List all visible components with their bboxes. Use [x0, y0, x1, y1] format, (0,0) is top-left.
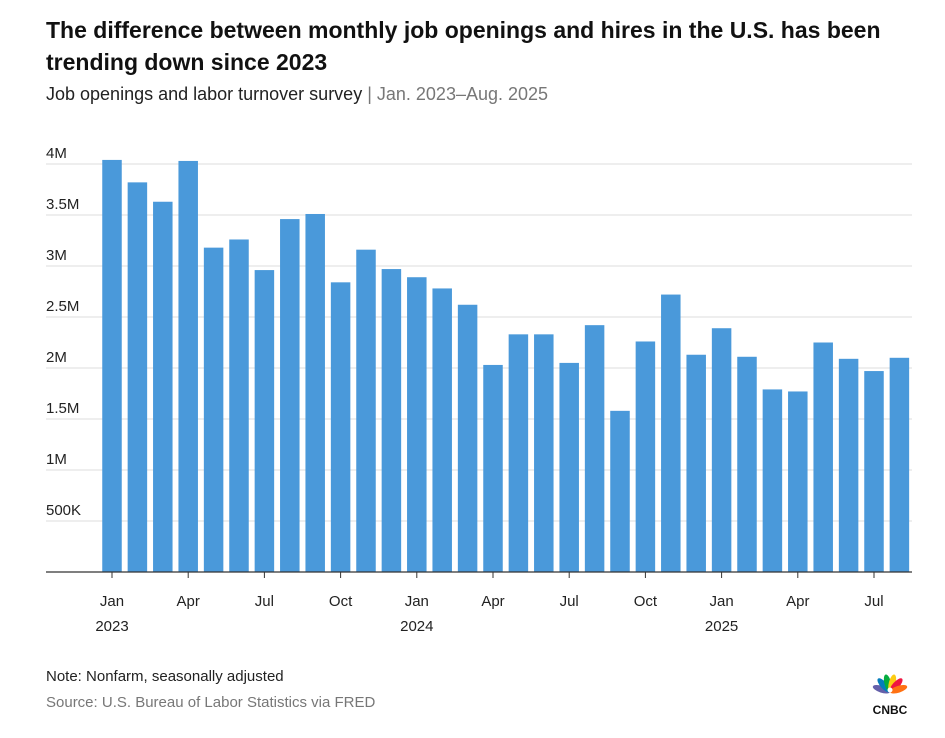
y-tick-label: 4M — [46, 145, 67, 162]
bar — [711, 328, 732, 572]
bar — [737, 356, 757, 572]
bar — [102, 159, 122, 573]
x-tick-label-month: Apr — [786, 593, 809, 610]
y-axis-tick-labels: 500K 1M 1.5M 2M 2.5M 3M 3.5M 4M — [46, 145, 81, 519]
y-tick-label: 1.5M — [46, 400, 79, 417]
cnbc-wordmark: CNBC — [873, 703, 908, 716]
x-tick-label-month: Apr — [481, 593, 504, 610]
x-tick-label-month: Jan — [100, 593, 124, 610]
x-tick-label-month: Oct — [634, 593, 658, 610]
subtitle-separator: | — [362, 84, 377, 104]
bar — [813, 342, 833, 572]
bar — [330, 282, 351, 572]
cnbc-logo: CNBC — [872, 674, 908, 716]
bar — [254, 270, 275, 572]
bar — [661, 294, 681, 572]
bar — [381, 269, 402, 572]
bar — [559, 362, 579, 572]
y-tick-label: 500K — [46, 502, 81, 519]
bar — [356, 249, 376, 572]
bar — [153, 201, 173, 573]
x-tick-label-month: Apr — [177, 593, 200, 610]
bar — [280, 219, 300, 572]
bar — [635, 341, 656, 572]
bar — [534, 334, 554, 572]
bar — [788, 391, 808, 572]
x-tick-label-month: Jul — [560, 593, 579, 610]
bar — [762, 389, 783, 572]
x-tick-label-month: Oct — [329, 593, 353, 610]
subtitle-date-range: Jan. 2023–Aug. 2025 — [376, 84, 549, 104]
x-axis: Jan 2023 Apr Jul Oct Jan 2024 Apr Jul Oct Jan 2025 A… — [46, 571, 912, 635]
bar — [508, 334, 529, 572]
bar — [838, 358, 859, 572]
peacock-icon — [872, 674, 908, 694]
bar — [203, 247, 224, 572]
chart-subtitle: Job openings and labor turnover survey |… — [46, 84, 548, 105]
chart-title: The difference between monthly job openi… — [46, 17, 881, 75]
bar — [483, 364, 503, 572]
bar — [686, 354, 706, 572]
bar — [178, 160, 198, 572]
subtitle-text: Job openings and labor turnover survey — [46, 84, 363, 104]
bars — [102, 159, 910, 573]
x-tick-label-month: Jul — [255, 593, 274, 610]
chart-source: Source: U.S. Bureau of Labor Statistics … — [46, 694, 376, 711]
bar — [305, 213, 325, 573]
x-tick-label-month: Jul — [864, 593, 883, 610]
bar — [457, 304, 478, 572]
bar — [584, 325, 605, 572]
y-tick-label: 1M — [46, 451, 67, 468]
x-tick-label-year: 2025 — [705, 618, 738, 635]
bar — [889, 357, 910, 572]
y-tick-label: 2M — [46, 349, 67, 366]
x-tick-label-month: Jan — [710, 593, 734, 610]
bar — [229, 239, 249, 573]
chart-note: Note: Nonfarm, seasonally adjusted — [46, 668, 284, 685]
x-tick-label-year: 2024 — [400, 618, 433, 635]
y-tick-label: 3.5M — [46, 196, 79, 213]
y-tick-label: 3M — [46, 247, 67, 264]
bar — [407, 277, 427, 572]
bar — [610, 410, 630, 572]
bar — [864, 371, 884, 572]
bar — [432, 288, 452, 572]
bar — [127, 182, 148, 573]
x-tick-label-month: Jan — [405, 593, 429, 610]
y-tick-label: 2.5M — [46, 298, 79, 315]
bar-chart: 500K 1M 1.5M 2M 2.5M 3M 3.5M 4M Jan 2023 Apr Jul Oc… — [46, 145, 912, 635]
x-tick-label-year: 2023 — [95, 618, 128, 635]
